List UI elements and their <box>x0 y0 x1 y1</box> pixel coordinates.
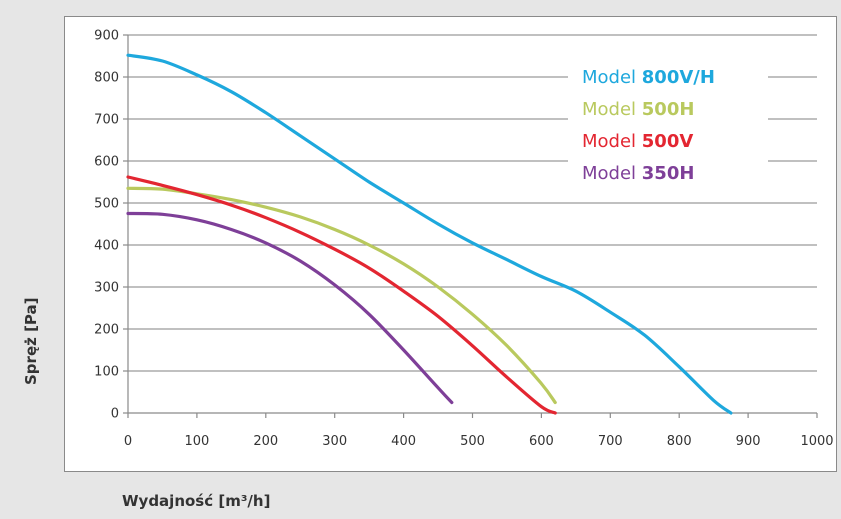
x-tick-label: 800 <box>667 434 692 449</box>
y-tick-label: 100 <box>94 365 119 380</box>
series-lines <box>126 53 733 415</box>
legend-model: 500V <box>642 131 694 152</box>
y-tick-label: 0 <box>111 407 119 422</box>
legend-entry: Model 500V <box>582 131 693 152</box>
x-tick-label: 300 <box>322 434 347 449</box>
y-axis-label: Spręż [Pa] <box>22 297 40 386</box>
x-tick-label: 600 <box>529 434 554 449</box>
legend-model: 500H <box>642 99 695 120</box>
legend-entry: Model 800V/H <box>582 67 715 88</box>
series-line-800v-h <box>126 53 733 415</box>
x-tick-label: 500 <box>460 434 485 449</box>
legend-entry: Model 500H <box>582 99 694 120</box>
x-tick-label: 1000 <box>800 434 833 449</box>
legend-model: 800V/H <box>642 67 715 88</box>
legend-prefix: Model <box>582 99 642 120</box>
series-line-500h <box>126 186 557 405</box>
y-tick-label: 600 <box>94 155 119 170</box>
y-tick-label: 300 <box>94 281 119 296</box>
x-tick-label: 200 <box>253 434 278 449</box>
series-line-500v <box>126 175 557 415</box>
axes: 0 100 200 300 400 500 600 700 800 900 0 100 200 300 40… <box>94 29 833 450</box>
y-tick-label: 500 <box>94 197 119 212</box>
legend-prefix: Model <box>582 163 642 184</box>
x-tick-label: 0 <box>124 434 132 449</box>
x-tick-label: 900 <box>736 434 761 449</box>
x-axis-label: Wydajność [m³/h] <box>122 492 271 510</box>
y-tick-label: 800 <box>94 71 119 86</box>
y-tick-label: 400 <box>94 239 119 254</box>
x-tick-label: 100 <box>184 434 209 449</box>
legend-background <box>568 53 768 201</box>
y-tick-label: 200 <box>94 323 119 338</box>
legend-prefix: Model <box>582 131 642 152</box>
chart-plot: 0 100 200 300 400 500 600 700 800 900 0 100 200 300 40… <box>94 29 833 450</box>
legend-model: 350H <box>642 163 695 184</box>
series-line-350h <box>126 211 454 405</box>
y-tick-label: 900 <box>94 29 119 44</box>
y-tick-label: 700 <box>94 113 119 128</box>
legend-entry: Model 350H <box>582 163 694 184</box>
chart-frame: 0 100 200 300 400 500 600 700 800 900 0 100 200 300 40… <box>64 16 837 472</box>
x-tick-label: 400 <box>391 434 416 449</box>
x-tick-label: 700 <box>598 434 623 449</box>
legend-prefix: Model <box>582 67 642 88</box>
